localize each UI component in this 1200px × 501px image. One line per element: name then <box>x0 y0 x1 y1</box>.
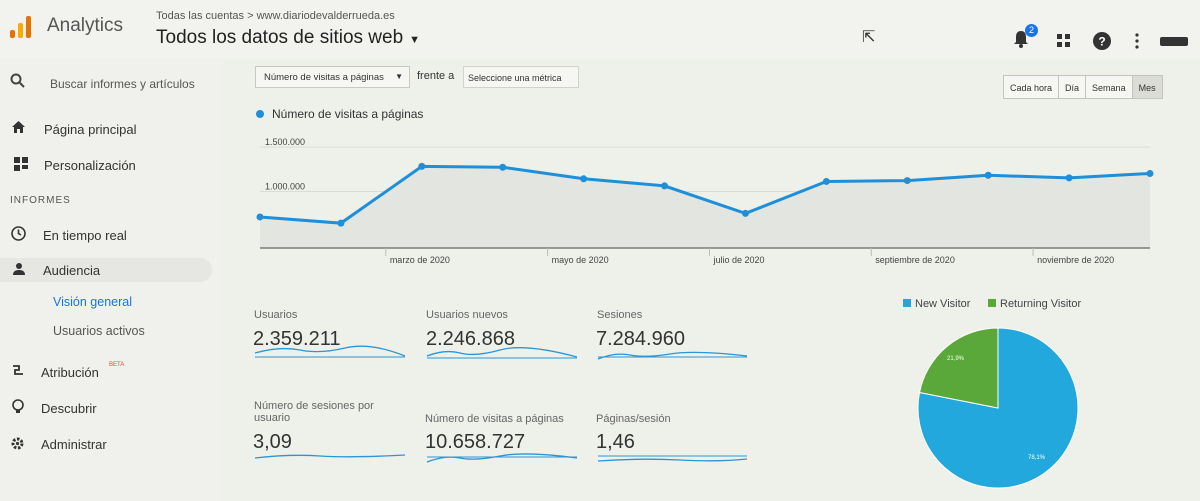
metric-value-sessions-per-user: 3,09 <box>253 431 292 453</box>
range-month-button[interactable]: Mes <box>1132 76 1162 98</box>
notification-badge: 2 <box>1025 24 1038 37</box>
y-tick-label: 1.000.000 <box>265 181 305 191</box>
metric-label-users: Usuarios <box>254 309 298 321</box>
breadcrumb[interactable]: Todas las cuentas > www.diariodevalderru… <box>156 10 395 22</box>
chevron-down-icon: ▼ <box>409 34 421 46</box>
series-line <box>259 164 1151 225</box>
metric-label-pageviews: Número de visitas a páginas <box>425 413 564 425</box>
data-point <box>984 171 992 179</box>
app-title: Analytics <box>47 15 124 36</box>
data-point <box>903 177 911 185</box>
y-tick-label: 1.500.000 <box>265 137 305 147</box>
sparkline-sessions <box>597 351 748 360</box>
beta-badge: BETA <box>109 362 125 368</box>
sparkline-sessions-per-user <box>254 454 406 459</box>
pie-label-returning: 21,9% <box>947 356 965 362</box>
metric-dropdown[interactable]: Número de visitas a páginas ▼ <box>255 66 410 88</box>
chevron-down-icon: ▼ <box>395 72 403 81</box>
data-point <box>822 177 830 185</box>
gear-icon <box>11 437 24 450</box>
help-icon[interactable]: ? <box>1093 32 1111 50</box>
data-point <box>256 213 264 221</box>
data-point <box>580 175 588 183</box>
pie-slice-returning-visitor <box>918 327 999 409</box>
lightbulb-icon <box>12 399 24 413</box>
top-header: Analytics Todas las cuentas > www.diario… <box>0 0 1200 58</box>
sidebar-item-admin[interactable]: Administrar <box>41 437 107 452</box>
metric-label-sessions-per-user: Número de sesiones por usuario <box>254 400 374 424</box>
metric-value-sessions: 7.284.960 <box>596 328 685 350</box>
more-vert-icon[interactable] <box>1134 33 1140 49</box>
sidebar-item-attribution[interactable]: Atribución <box>41 365 99 380</box>
chart-area <box>260 166 1150 248</box>
metric-label-pages-per-session: Páginas/sesión <box>596 413 671 425</box>
data-point <box>499 163 507 171</box>
metric-label-new-users: Usuarios nuevos <box>426 309 508 321</box>
sidebar-active-highlight <box>0 258 212 282</box>
sidebar-subitem-active-users[interactable]: Usuarios activos <box>53 324 145 338</box>
avatar[interactable] <box>1160 37 1188 46</box>
metric-value-pages-per-session: 1,46 <box>596 431 635 453</box>
clock-icon <box>11 226 26 241</box>
apps-grid-icon[interactable] <box>1057 34 1071 48</box>
sidebar-item-customization[interactable]: Personalización <box>44 158 136 173</box>
metric-value-pageviews: 10.658.727 <box>425 431 526 453</box>
data-point <box>661 182 669 190</box>
person-icon <box>13 263 25 275</box>
versus-label: frente a <box>417 70 455 82</box>
metric-dropdown-label: Número de visitas a páginas <box>264 72 384 83</box>
pie-slice-new-visitor <box>917 327 1079 489</box>
svg-text:?: ? <box>1098 35 1105 49</box>
range-hourly-button[interactable]: Cada hora <box>1004 76 1060 98</box>
data-point <box>337 219 345 227</box>
property-label: Todos los datos de sitios web <box>156 27 404 48</box>
range-week-button[interactable]: Semana <box>1086 76 1133 98</box>
home-icon <box>12 121 25 133</box>
search-icon[interactable] <box>10 73 26 89</box>
analytics-logo-icon[interactable] <box>8 14 34 40</box>
sidebar-item-home[interactable]: Página principal <box>44 122 137 137</box>
legend-swatch-returning-icon <box>988 299 996 307</box>
range-day-button[interactable]: Día <box>1059 76 1087 98</box>
y-tick-label: 500.000 <box>265 226 298 236</box>
sidebar-item-audience[interactable]: Audiencia <box>43 263 101 278</box>
section-reports-label: INFORMES <box>10 195 71 206</box>
sidebar-item-discover[interactable]: Descubrir <box>41 401 97 416</box>
data-point <box>1065 174 1073 182</box>
dashboard-grid-icon <box>14 157 28 171</box>
metric-value-users: 2.359.211 <box>253 328 341 350</box>
x-tick-label: noviembre de 2020 <box>1037 255 1114 265</box>
x-tick-label: mayo de 2020 <box>552 255 609 265</box>
chart-legend-label: Número de visitas a páginas <box>272 107 424 121</box>
x-tick-label: septiembre de 2020 <box>875 255 955 265</box>
metric-value-new-users: 2.246.868 <box>426 328 515 350</box>
mouse-cursor-icon: ⇱ <box>862 29 876 46</box>
sidebar-item-realtime[interactable]: En tiempo real <box>43 228 127 243</box>
data-point <box>1146 169 1154 177</box>
sidebar-subitem-overview[interactable]: Visión general <box>53 295 132 309</box>
bell-icon[interactable] <box>1013 30 1029 48</box>
metric-label-sessions: Sesiones <box>597 309 643 321</box>
attribution-icon <box>13 365 23 375</box>
sparkline-pageviews <box>426 453 578 463</box>
legend-dot-icon <box>256 110 264 118</box>
legend-swatch-new-icon <box>903 299 911 307</box>
pie-label-new: 78,1% <box>1028 455 1046 461</box>
search-input[interactable]: Buscar informes y artículos <box>50 77 195 91</box>
pie-legend-returning: Returning Visitor <box>988 298 1081 310</box>
data-point <box>418 162 426 170</box>
select-metric-dropdown[interactable]: Seleccione una métrica <box>463 66 579 88</box>
pie-legend-new-label: New Visitor <box>915 298 971 310</box>
pie-legend-returning-label: Returning Visitor <box>1000 298 1082 310</box>
property-selector[interactable]: Todos los datos de sitios web ▼ <box>156 27 420 49</box>
pie-legend-new: New Visitor <box>903 298 970 310</box>
sparkline-pages-per-session <box>597 458 748 462</box>
data-point <box>741 209 749 217</box>
x-tick-label: julio de 2020 <box>712 255 764 265</box>
time-range-toggle: Cada hora Día Semana Mes <box>1003 75 1163 99</box>
x-tick-label: marzo de 2020 <box>390 255 450 265</box>
